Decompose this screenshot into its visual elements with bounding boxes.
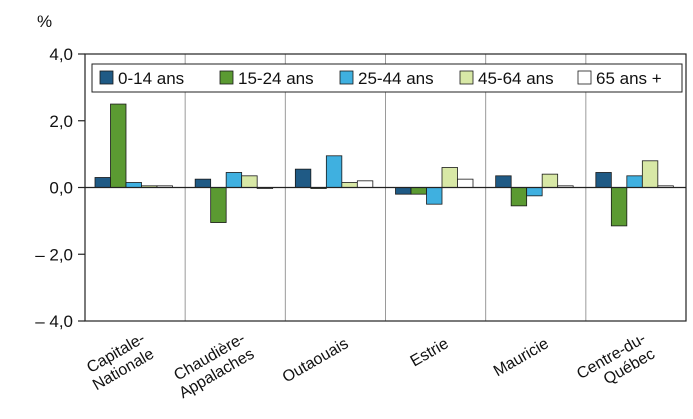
legend-label: 45-64 ans — [478, 69, 554, 88]
category-labels: Capitale-Nationale Chaudière-Appalaches Ou… — [84, 330, 658, 402]
legend-label: 0-14 ans — [118, 69, 184, 88]
bar — [341, 182, 358, 188]
legend-swatch — [459, 70, 474, 85]
category-label: Mauricie — [491, 335, 552, 380]
bar — [526, 187, 543, 197]
bar — [325, 155, 343, 188]
y-tick-label: – 2,0 — [35, 245, 73, 264]
y-tick-label: 4,0 — [49, 45, 73, 64]
y-tick-labels: 4,0 2,0 0,0 – 2,0 – 4,0 — [35, 45, 85, 331]
bar — [94, 177, 111, 188]
bar — [194, 178, 212, 188]
bar — [110, 103, 127, 188]
category-label-line: Outaouais — [280, 335, 352, 386]
bar — [210, 187, 227, 223]
bar — [610, 187, 628, 227]
bar — [294, 168, 312, 188]
bar — [541, 173, 559, 188]
bar — [241, 175, 258, 188]
bar — [495, 175, 512, 188]
bar — [125, 182, 142, 188]
legend: 0-14 ans 15-24 ans 25-44 ans 45-64 ans 65 an… — [91, 63, 683, 93]
y-tick-label: 2,0 — [49, 112, 73, 131]
category-label-line: Estrie — [408, 335, 452, 370]
category-label: Chaudière-Appalaches — [171, 330, 257, 402]
category-label-line: Mauricie — [491, 335, 552, 380]
bar — [441, 167, 458, 188]
bar — [225, 172, 243, 188]
legend-swatch — [99, 70, 114, 85]
unit-label: % — [37, 12, 52, 31]
legend-label: 65 ans + — [596, 69, 662, 88]
bars — [94, 103, 674, 227]
legend-label: 15-24 ans — [238, 69, 314, 88]
category-label: Capitale-Nationale — [84, 330, 157, 394]
bar — [410, 187, 427, 195]
category-label: Estrie — [408, 335, 452, 370]
bar — [457, 178, 474, 188]
category-label: Outaouais — [280, 335, 352, 386]
legend-swatch — [219, 70, 234, 85]
bar — [395, 187, 412, 195]
bar — [426, 187, 443, 205]
bar — [510, 187, 528, 207]
y-tick-label: 0,0 — [49, 179, 73, 198]
legend-swatch — [339, 70, 354, 85]
legend-label: 25-44 ans — [358, 69, 434, 88]
bar — [595, 172, 612, 188]
legend-swatch — [577, 70, 592, 85]
bar — [356, 180, 374, 188]
bar — [626, 175, 643, 188]
y-tick-label: – 4,0 — [35, 312, 73, 331]
category-label: Centre-du-Québec — [574, 330, 658, 388]
bar — [641, 160, 659, 188]
